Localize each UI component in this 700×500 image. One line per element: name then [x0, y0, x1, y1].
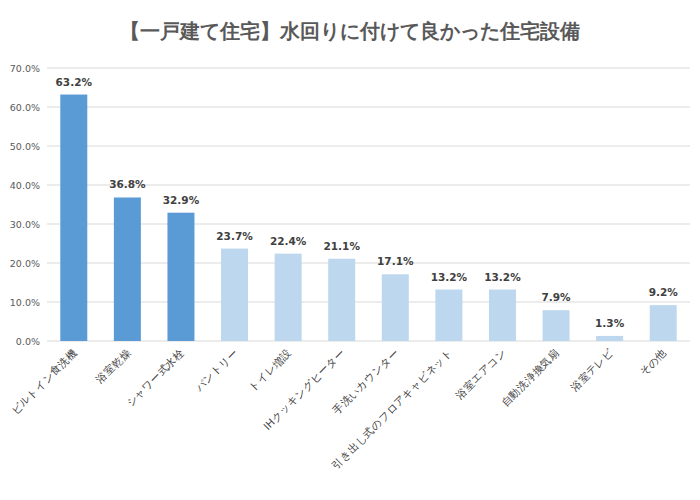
bar	[543, 310, 570, 341]
bar	[167, 213, 194, 341]
x-tick-label: ビルトイン食洗機	[8, 346, 79, 417]
x-tick-label: 浴室エアコン	[453, 346, 508, 401]
bars	[60, 95, 676, 341]
data-label: 9.2%	[649, 286, 679, 298]
grid-line	[47, 224, 690, 225]
x-tick-label: シャワー式水栓	[123, 346, 186, 409]
grid-line	[47, 146, 690, 147]
bar	[328, 259, 355, 341]
grid-line	[47, 341, 690, 342]
data-label: 23.7%	[216, 230, 253, 242]
data-label: 7.9%	[541, 291, 571, 303]
chart: 【一戸建て住宅】水回りに付けて良かった住宅設備 0.0% 10.0% 20.0% 30.…	[0, 0, 700, 500]
bar	[489, 290, 516, 341]
data-label: 21.1%	[323, 240, 360, 252]
grid-line	[47, 302, 690, 303]
y-tick-label: 0.0%	[16, 336, 40, 347]
data-label: 17.1%	[377, 255, 414, 267]
y-tick-label: 70.0%	[10, 63, 40, 74]
y-tick-label: 50.0%	[10, 141, 40, 152]
data-labels: 63.2% 36.8% 32.9% 23.7% 22.4% 21.1% 17.1% 13.2%…	[56, 76, 679, 329]
grid-line	[47, 263, 690, 264]
grid-line	[47, 68, 690, 69]
bar	[221, 249, 248, 341]
x-tick-label: IHクッキングヒーター	[261, 346, 347, 432]
bar	[275, 254, 302, 341]
x-tick-label: パントリー	[192, 346, 240, 394]
data-label: 63.2%	[56, 76, 93, 88]
y-tick-label: 60.0%	[10, 102, 40, 113]
bar	[596, 336, 623, 341]
x-tick-label: 自動洗浄換気扇	[499, 346, 562, 409]
data-label: 13.2%	[484, 271, 521, 283]
x-tick-label: トイレ増設	[246, 346, 293, 393]
x-tick-label: 浴室テレビ	[568, 345, 616, 393]
bar	[382, 274, 409, 341]
data-label: 32.9%	[163, 194, 200, 206]
bar	[650, 305, 677, 341]
y-tick-label: 30.0%	[10, 219, 40, 230]
y-tick-label: 20.0%	[10, 258, 40, 269]
grid	[47, 68, 690, 341]
data-label: 13.2%	[431, 271, 468, 283]
bar	[435, 290, 462, 341]
title: 【一戸建て住宅】水回りに付けて良かった住宅設備	[120, 19, 580, 43]
x-tick-labels: ビルトイン食洗機浴室乾燥シャワー式水栓パントリートイレ増設IHクッキングヒーター…	[8, 345, 668, 471]
y-tick-label: 40.0%	[10, 180, 40, 191]
data-label: 22.4%	[270, 235, 307, 247]
x-tick-label: 浴室乾燥	[93, 346, 133, 386]
x-tick-label: 引き出し式のフロアキャビネット	[329, 346, 454, 471]
grid-line	[47, 107, 690, 108]
y-tick-label: 10.0%	[10, 297, 40, 308]
data-label: 1.3%	[595, 317, 625, 329]
data-label: 36.8%	[109, 178, 146, 190]
x-tick-label: その他	[637, 346, 669, 378]
bar	[60, 95, 87, 341]
bar	[114, 197, 141, 341]
